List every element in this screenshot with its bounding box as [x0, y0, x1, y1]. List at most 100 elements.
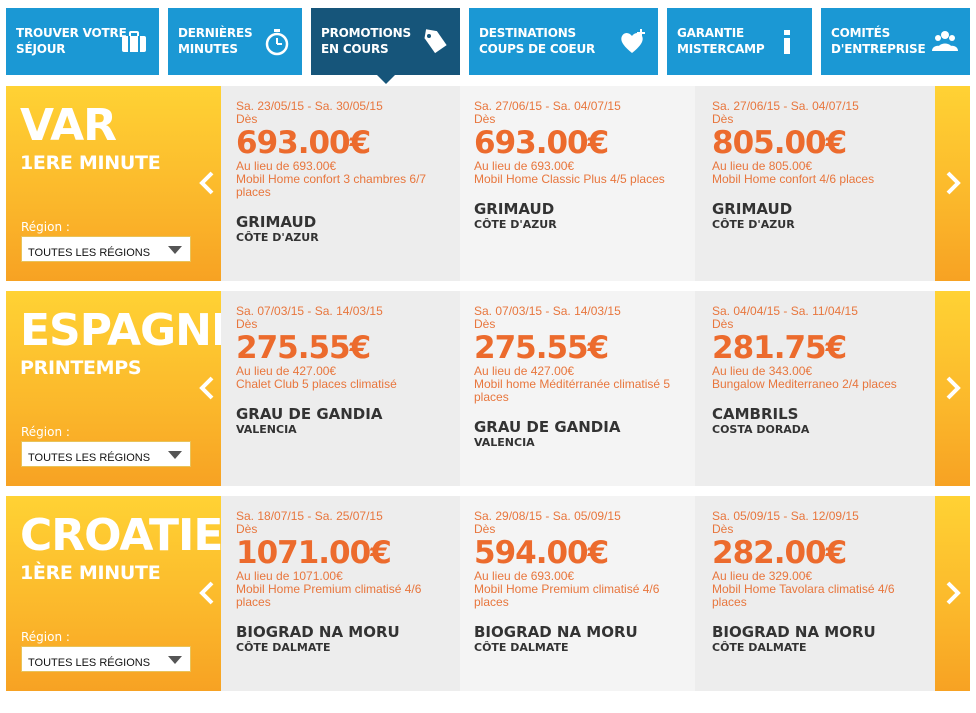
nav-find-stay[interactable]: TROUVER VOTRE SÉJOUR	[6, 8, 159, 75]
region-label: Région :	[21, 425, 70, 439]
stopwatch-icon	[265, 29, 289, 56]
destination-subtitle: PRINTEMPS	[20, 357, 142, 379]
offer-region: CÔTE D'AZUR	[712, 218, 795, 231]
offer-region: CÔTE D'AZUR	[236, 231, 319, 244]
chevron-down-icon	[168, 656, 182, 664]
offer-price: 275.55€	[236, 330, 371, 366]
offer-town: CAMBRILS	[712, 405, 799, 423]
next-button[interactable]	[935, 496, 970, 691]
offer-original-price: Au lieu de 343.00€	[712, 364, 813, 378]
offer-description: Mobil Home Premium climatisé 4/6 places	[474, 582, 660, 609]
offer-price: 693.00€	[236, 125, 371, 161]
offer-region: CÔTE DALMATE	[474, 641, 569, 654]
offer-town: BIOGRAD NA MORU	[712, 623, 876, 641]
offer-description: Mobil Home confort 3 chambres 6/7 places	[236, 172, 427, 199]
offer-town: GRAU DE GANDIA	[236, 405, 383, 423]
offer-town: GRIMAUD	[474, 200, 555, 218]
offer-card[interactable]: Sa. 23/05/15 - Sa. 30/05/15 Dès 693.00€ …	[222, 86, 457, 281]
offer-from-label: Dès	[712, 522, 734, 536]
offer-from-label: Dès	[236, 112, 258, 126]
chevron-left-icon[interactable]	[194, 168, 220, 198]
offer-dates: Sa. 23/05/15 - Sa. 30/05/15	[236, 99, 383, 113]
offer-original-price: Au lieu de 427.00€	[236, 364, 337, 378]
offer-from-label: Dès	[236, 317, 258, 331]
nav-works-councils[interactable]: COMITÉS D'ENTREPRISE	[821, 8, 970, 75]
offer-description: Mobil Home Premium climatisé 4/6 places	[236, 582, 422, 609]
chevron-left-icon[interactable]	[194, 578, 220, 608]
offer-dates: Sa. 07/03/15 - Sa. 14/03/15	[474, 304, 621, 318]
destination-title: CROATIE	[20, 510, 221, 561]
region-select-value: TOUTES LES RÉGIONS	[28, 657, 151, 669]
offer-original-price: Au lieu de 805.00€	[712, 159, 813, 173]
info-icon	[784, 30, 790, 54]
offer-town: GRAU DE GANDIA	[474, 418, 621, 436]
offer-town: BIOGRAD NA MORU	[236, 623, 400, 641]
offer-dates: Sa. 05/09/15 - Sa. 12/09/15	[712, 509, 859, 523]
offer-card[interactable]: Sa. 27/06/15 - Sa. 04/07/15 Dès 693.00€ …	[460, 86, 695, 281]
offer-description: Mobil Home Classic Plus 4/5 places	[474, 172, 665, 186]
offer-price: 1071.00€	[236, 535, 392, 571]
destination-subtitle: 1ERE MINUTE	[20, 152, 161, 174]
offer-price: 281.75€	[712, 330, 847, 366]
chevron-down-icon	[168, 451, 182, 459]
offer-dates: Sa. 27/06/15 - Sa. 04/07/15	[712, 99, 859, 113]
nav-mistercamp-guarantee[interactable]: GARANTIE MISTERCAMP	[667, 8, 812, 75]
offer-card[interactable]: Sa. 05/09/15 - Sa. 12/09/15 Dès 282.00€ …	[698, 496, 933, 691]
offer-dates: Sa. 07/03/15 - Sa. 14/03/15	[236, 304, 383, 318]
promo-row-croatie: CROATIE 1ÈRE MINUTE Région : TOUTES LES …	[6, 496, 970, 691]
offer-region: VALENCIA	[474, 436, 535, 449]
nav-favorite-destinations[interactable]: DESTINATIONS COUPS DE COEUR	[469, 8, 658, 75]
nav-label: DERNIÈRES MINUTES	[178, 26, 253, 56]
nav-last-minute[interactable]: DERNIÈRES MINUTES	[168, 8, 302, 75]
offer-price: 693.00€	[474, 125, 609, 161]
chevron-down-icon	[168, 246, 182, 254]
next-button[interactable]	[935, 291, 970, 486]
region-label: Région :	[21, 630, 70, 644]
region-select-value: TOUTES LES RÉGIONS	[28, 247, 151, 259]
offer-original-price: Au lieu de 693.00€	[474, 569, 575, 583]
offer-from-label: Dès	[712, 317, 734, 331]
offer-card[interactable]: Sa. 04/04/15 - Sa. 11/04/15 Dès 281.75€ …	[698, 291, 933, 486]
promo-row-var: VAR 1ERE MINUTE Région : TOUTES LES RÉGI…	[6, 86, 970, 281]
offer-card[interactable]: Sa. 18/07/15 - Sa. 25/07/15 Dès 1071.00€…	[222, 496, 457, 691]
offer-original-price: Au lieu de 693.00€	[236, 159, 337, 173]
offer-card[interactable]: Sa. 07/03/15 - Sa. 14/03/15 Dès 275.55€ …	[222, 291, 457, 486]
chevron-left-icon[interactable]	[194, 373, 220, 403]
group-icon	[932, 31, 958, 51]
offer-price: 275.55€	[474, 330, 609, 366]
offer-description: Mobil home Méditérranée climatisé 5 plac…	[474, 377, 671, 404]
offer-price: 282.00€	[712, 535, 847, 571]
offer-town: BIOGRAD NA MORU	[474, 623, 638, 641]
region-select[interactable]: TOUTES LES RÉGIONS	[21, 236, 191, 262]
nav-label: COMITÉS D'ENTREPRISE	[831, 26, 926, 56]
chevron-right-icon	[946, 376, 961, 400]
offer-price: 805.00€	[712, 125, 847, 161]
top-navigation: TROUVER VOTRE SÉJOUR DERNIÈRES MINUTES P…	[0, 0, 976, 86]
offer-region: CÔTE DALMATE	[712, 641, 807, 654]
offer-card[interactable]: Sa. 07/03/15 - Sa. 14/03/15 Dès 275.55€ …	[460, 291, 695, 486]
next-button[interactable]	[935, 86, 970, 281]
offer-original-price: Au lieu de 1071.00€	[236, 569, 343, 583]
offer-town: GRIMAUD	[712, 200, 793, 218]
offer-card[interactable]: Sa. 27/06/15 - Sa. 04/07/15 Dès 805.00€ …	[698, 86, 933, 281]
offer-region: CÔTE D'AZUR	[474, 218, 557, 231]
offer-region: COSTA DORADA	[712, 423, 810, 436]
offer-description: Mobil Home Tavolara climatisé 4/6 places	[712, 582, 895, 609]
nav-label: TROUVER VOTRE SÉJOUR	[16, 26, 127, 56]
offer-region: VALENCIA	[236, 423, 297, 436]
offer-card[interactable]: Sa. 29/08/15 - Sa. 05/09/15 Dès 594.00€ …	[460, 496, 695, 691]
destination-subtitle: 1ÈRE MINUTE	[20, 562, 161, 584]
active-pointer	[376, 75, 395, 84]
region-select[interactable]: TOUTES LES RÉGIONS	[21, 441, 191, 467]
offer-from-label: Dès	[474, 522, 496, 536]
nav-current-promotions[interactable]: PROMOTIONS EN COURS	[311, 8, 460, 84]
offer-dates: Sa. 27/06/15 - Sa. 04/07/15	[474, 99, 621, 113]
region-label: Région :	[21, 220, 70, 234]
destination-title: ESPAGNE	[20, 305, 221, 356]
offer-from-label: Dès	[474, 317, 496, 331]
heart-plus-icon	[621, 29, 645, 53]
suitcase-icon	[122, 31, 146, 52]
offer-dates: Sa. 18/07/15 - Sa. 25/07/15	[236, 509, 383, 523]
region-select[interactable]: TOUTES LES RÉGIONS	[21, 646, 191, 672]
offer-dates: Sa. 29/08/15 - Sa. 05/09/15	[474, 509, 621, 523]
